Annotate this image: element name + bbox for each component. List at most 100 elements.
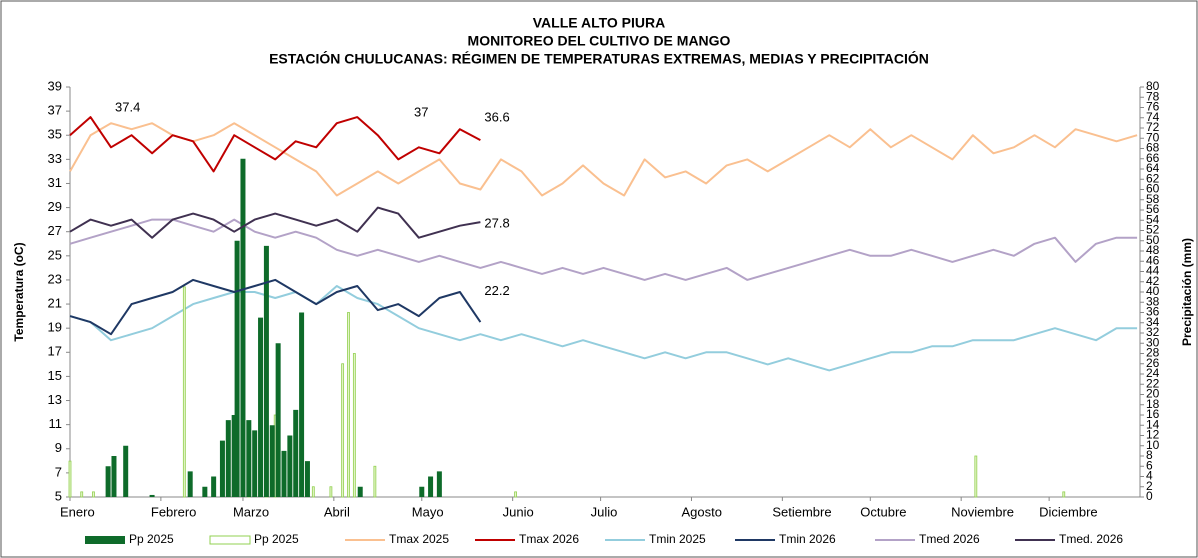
y-tick-label: 19: [48, 320, 62, 335]
y2-tick-label: 16: [1146, 407, 1160, 421]
y-axis-label: Temperatura (oC): [12, 242, 26, 341]
y2-tick-label: 28: [1146, 346, 1160, 360]
y-tick-label: 37: [48, 103, 62, 118]
precip-bar: [1062, 491, 1066, 498]
precip-bar: [68, 460, 72, 498]
y2-tick-label: 34: [1146, 315, 1160, 329]
y2-tick-label: 18: [1146, 397, 1160, 411]
y2-tick-label: 74: [1146, 110, 1160, 124]
y2-tick-label: 38: [1146, 294, 1160, 308]
y2-tick-label: 8: [1146, 448, 1153, 462]
y2-tick-label: 30: [1146, 335, 1160, 349]
precip-bar: [246, 420, 252, 497]
data-label: 37.4: [115, 100, 140, 115]
legend-label: Tmed. 2026: [1059, 532, 1123, 546]
y2-tick-label: 44: [1146, 264, 1160, 278]
y2-tick-label: 40: [1146, 284, 1160, 298]
y2-tick-label: 2: [1146, 479, 1153, 493]
y2-tick-label: 48: [1146, 243, 1160, 257]
precip-bar: [514, 491, 517, 498]
y-tick-label: 21: [48, 295, 62, 310]
precip-bar: [252, 430, 258, 497]
precip-bar: [352, 353, 356, 498]
x-tick-label: Febrero: [151, 504, 197, 519]
chart-title: VALLE ALTO PIURA: [533, 15, 665, 31]
x-tick-label: Marzo: [233, 504, 269, 519]
legend-label: Tmax 2025: [389, 532, 449, 546]
legend-label: Tmax 2026: [519, 532, 579, 546]
y-tick-label: 35: [48, 127, 62, 142]
y2-tick-label: 6: [1146, 458, 1153, 472]
y-tick-label: 5: [55, 488, 62, 503]
y2-tick-label: 70: [1146, 130, 1160, 144]
y2-tick-label: 4: [1146, 469, 1153, 483]
series-line: [69, 218, 1138, 281]
precip-bar: [304, 461, 310, 497]
precip-bar: [231, 415, 237, 497]
x-tick-label: Mayo: [412, 504, 444, 519]
y2-tick-label: 52: [1146, 223, 1160, 237]
precip-bar: [357, 486, 363, 497]
precip-bar: [287, 435, 293, 497]
precip-bar: [202, 486, 208, 497]
y-tick-label: 11: [49, 416, 63, 431]
y-tick-label: 25: [48, 247, 62, 262]
precip-bar: [436, 471, 442, 497]
y2-tick-label: 80: [1146, 79, 1160, 93]
precip-bar: [182, 286, 186, 498]
legend-label: Tmed 2026: [919, 532, 980, 546]
x-tick-label: Diciembre: [1039, 504, 1098, 519]
x-tick-label: Enero: [60, 504, 95, 519]
precip-bar: [311, 486, 315, 498]
y-tick-label: 39: [48, 78, 62, 93]
y2-tick-label: 32: [1146, 325, 1160, 339]
data-label: 37: [414, 105, 428, 120]
precip-bar: [211, 476, 217, 497]
y-tick-label: 17: [48, 344, 62, 359]
y2-tick-label: 76: [1146, 100, 1160, 114]
legend-label: Pp 2025: [254, 532, 299, 546]
precip-bar: [347, 312, 350, 498]
y-tick-label: 7: [55, 464, 62, 479]
x-tick-label: Junio: [503, 504, 534, 519]
x-tick-label: Noviembre: [951, 504, 1014, 519]
data-label: 22.2: [484, 283, 509, 298]
precip-bar: [419, 486, 425, 497]
precip-bar: [80, 491, 84, 498]
x-tick-label: Abril: [324, 504, 350, 519]
series-line: [69, 285, 1138, 372]
precip-bar: [275, 343, 281, 497]
series-line: [69, 122, 1138, 197]
y2-tick-label: 60: [1146, 182, 1160, 196]
series-line: [69, 206, 481, 239]
precip-bar: [219, 440, 225, 497]
y-tick-label: 9: [55, 440, 62, 455]
legend-swatch: [85, 536, 125, 544]
precip-bar: [187, 471, 193, 497]
y2-tick-label: 58: [1146, 192, 1160, 206]
x-tick-label: Julio: [591, 504, 618, 519]
legend-label: Pp 2025: [129, 532, 174, 546]
precip-bar: [329, 486, 333, 498]
precip-bar: [341, 363, 345, 498]
precip-bar: [123, 445, 129, 497]
y2-tick-label: 20: [1146, 387, 1160, 401]
y2-tick-label: 54: [1146, 212, 1160, 226]
y2-tick-label: 0: [1146, 489, 1153, 503]
precip-bar: [92, 491, 95, 498]
y-tick-label: 27: [48, 223, 62, 238]
precip-bar: [293, 409, 299, 497]
precip-bar: [263, 245, 269, 497]
data-label: 36.6: [484, 109, 509, 124]
y2-tick-label: 46: [1146, 253, 1160, 267]
precip-bar: [428, 476, 434, 497]
y-tick-label: 31: [48, 175, 62, 190]
y2-tick-label: 22: [1146, 376, 1160, 390]
y2-tick-label: 64: [1146, 161, 1160, 175]
x-tick-label: Agosto: [681, 504, 721, 519]
y2-tick-label: 72: [1146, 120, 1160, 134]
y2-tick-label: 12: [1146, 428, 1160, 442]
